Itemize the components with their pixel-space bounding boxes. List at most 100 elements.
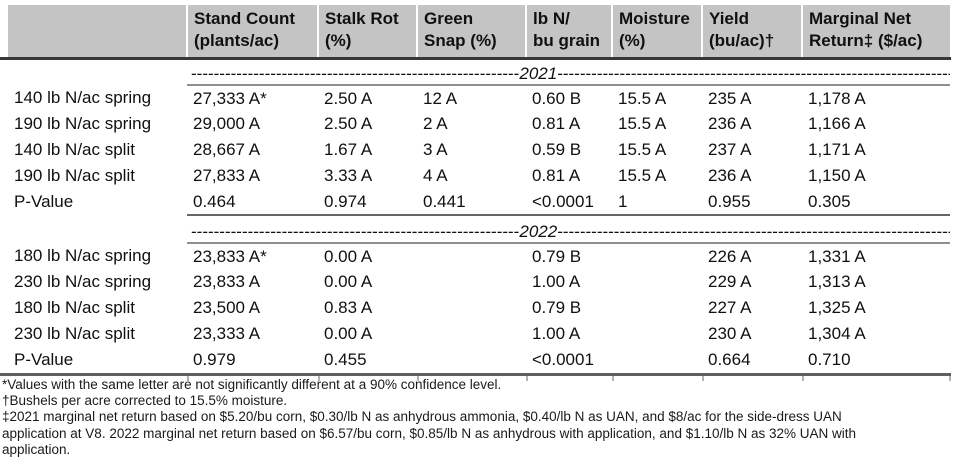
footnote-marginal-return-line3: application. bbox=[2, 441, 71, 457]
separator-dashes: ----------------------------------------… bbox=[557, 222, 950, 241]
value-cell: 0.59 B bbox=[532, 140, 582, 159]
footnote-marginal-return-line2: application at V8. 2022 marginal net ret… bbox=[2, 425, 857, 441]
treatment-row: 230 lb N/ac spring 23,833 A 0.00 A 1.00 A 22… bbox=[8, 269, 950, 295]
cell-border-stub bbox=[417, 375, 419, 381]
value-cell: 12 A bbox=[423, 88, 458, 108]
value-cell: 235 A bbox=[708, 88, 752, 108]
value-cell bbox=[417, 321, 526, 347]
value-cell bbox=[612, 243, 702, 269]
year-separator-row: ----------------------------------------… bbox=[8, 57, 950, 86]
value-cell: 0.83 A bbox=[324, 298, 373, 317]
header-line: Green bbox=[424, 9, 474, 28]
value-cell: 0.00 A bbox=[324, 324, 373, 343]
value-cell: 227 A bbox=[708, 298, 752, 317]
value-cell: 0.464 bbox=[187, 189, 318, 216]
value-cell: 0.60 B bbox=[532, 88, 582, 108]
header-green-snap: Green Snap (%) bbox=[417, 5, 527, 57]
value-cell: 23,500 A bbox=[193, 298, 261, 317]
value-cell: 0.455 bbox=[324, 350, 367, 369]
header-line: (%) bbox=[325, 31, 352, 50]
value-cell: 0.974 bbox=[318, 189, 417, 216]
header-line: (%) bbox=[619, 31, 646, 50]
row-label: 180 lb N/ac split bbox=[14, 298, 135, 317]
value-cell bbox=[417, 347, 526, 373]
value-cell bbox=[612, 347, 702, 373]
header-line: Snap (%) bbox=[424, 31, 497, 50]
treatment-row: 180 lb N/ac split 23,500 A 0.83 A 0.79 B 227… bbox=[8, 295, 950, 321]
value-cell: 2.50 A bbox=[324, 114, 373, 133]
header-line: Marginal Net bbox=[809, 9, 912, 28]
value-cell: 0.664 bbox=[708, 350, 751, 369]
value-cell: 1,313 A bbox=[808, 272, 866, 291]
header-line: Return‡ ($/ac) bbox=[809, 31, 923, 50]
value-cell: <0.0001 bbox=[532, 350, 594, 369]
footnote-significance: *Values with the same letter are not sig… bbox=[2, 377, 502, 392]
treatment-row: 180 lb N/ac spring 23,833 A* 0.00 A 0.79 B 2… bbox=[8, 243, 950, 269]
year-label: 2021 bbox=[519, 63, 558, 83]
header-row: Stand Count (plants/ac) Stalk Rot (%) Gr… bbox=[8, 5, 950, 57]
header-stalk-rot: Stalk Rot (%) bbox=[318, 5, 418, 57]
p-value-row: P-Value 0.979 0.455 <0.0001 0.664 0.710 bbox=[8, 347, 950, 373]
value-cell: 23,833 A bbox=[193, 272, 261, 291]
value-cell: 2 A bbox=[423, 114, 448, 133]
value-cell: 3.33 A bbox=[324, 166, 373, 185]
value-cell: 1 bbox=[612, 189, 702, 216]
value-cell: 0.710 bbox=[808, 350, 851, 369]
header-line: Stand Count bbox=[194, 9, 296, 28]
row-label: 180 lb N/ac spring bbox=[14, 246, 152, 265]
value-cell: 236 A bbox=[708, 114, 752, 133]
separator-dashes: ----------------------------------------… bbox=[191, 63, 520, 83]
table-bottom-border bbox=[0, 373, 951, 376]
value-cell: 0.79 B bbox=[532, 298, 582, 317]
value-cell: 229 A bbox=[708, 272, 752, 291]
year-label: 2022 bbox=[519, 222, 558, 241]
row-label: 140 lb N/ac split bbox=[14, 140, 135, 159]
value-cell: 230 A bbox=[708, 324, 752, 343]
header-yield: Yield (bu/ac)† bbox=[702, 5, 803, 57]
year-separator-2022: ----------------------------------------… bbox=[187, 215, 950, 244]
value-cell: 23,833 A* bbox=[193, 246, 267, 266]
row-label: 140 lb N/ac spring bbox=[14, 88, 152, 107]
cell-border-stub bbox=[702, 375, 704, 381]
header-line: (bu/ac)† bbox=[709, 31, 775, 50]
value-cell: 1.67 A bbox=[324, 140, 373, 159]
value-cell: 0.00 A bbox=[324, 246, 373, 266]
value-cell: 0.81 A bbox=[532, 114, 581, 133]
row-label: P-Value bbox=[14, 350, 74, 369]
value-cell bbox=[612, 269, 702, 295]
value-cell: 0.441 bbox=[417, 189, 526, 216]
value-cell: 2.50 A bbox=[324, 88, 373, 108]
cell-border-stub bbox=[802, 375, 804, 381]
value-cell: 15.5 A bbox=[618, 166, 667, 185]
value-cell: 1.00 A bbox=[532, 324, 581, 343]
value-cell: 236 A bbox=[708, 166, 752, 185]
year-separator-row: ----------------------------------------… bbox=[8, 215, 950, 244]
value-cell: 237 A bbox=[708, 140, 752, 159]
value-cell: 0.79 B bbox=[532, 246, 582, 266]
row-label: 190 lb N/ac spring bbox=[14, 114, 152, 133]
value-cell bbox=[417, 269, 526, 295]
header-line: bu grain bbox=[533, 31, 601, 50]
nitrogen-trial-results-table: Stand Count (plants/ac) Stalk Rot (%) Gr… bbox=[8, 5, 950, 373]
value-cell bbox=[612, 295, 702, 321]
cell-border-stub bbox=[612, 375, 614, 381]
footnote-marginal-return-line1: ‡2021 marginal net return based on $5.20… bbox=[2, 409, 842, 425]
footnote-bushels: †Bushels per acre corrected to 15.5% moi… bbox=[2, 393, 288, 409]
treatment-row: 190 lb N/ac split 27,833 A 3.33 A 4 A 0.81 A… bbox=[8, 163, 950, 189]
value-cell: 1,304 A bbox=[808, 324, 866, 343]
value-cell: 1,171 A bbox=[808, 140, 866, 159]
value-cell: 1,166 A bbox=[808, 114, 866, 133]
value-cell: 3 A bbox=[423, 140, 448, 159]
header-stand-count: Stand Count (plants/ac) bbox=[187, 5, 319, 57]
treatment-row: 190 lb N/ac spring 29,000 A 2.50 A 2 A 0.81 … bbox=[8, 111, 950, 137]
empty-cell bbox=[8, 57, 187, 85]
value-cell: <0.0001 bbox=[526, 189, 612, 216]
value-cell: 0.81 A bbox=[532, 166, 581, 185]
header-line: Stalk Rot bbox=[325, 9, 399, 28]
cell-border-stub bbox=[949, 375, 951, 381]
value-cell: 1,150 A bbox=[808, 166, 866, 185]
row-label: P-Value bbox=[14, 192, 74, 211]
value-cell: 4 A bbox=[423, 166, 448, 185]
separator-dashes: ----------------------------------------… bbox=[191, 222, 520, 241]
value-cell bbox=[417, 295, 526, 321]
